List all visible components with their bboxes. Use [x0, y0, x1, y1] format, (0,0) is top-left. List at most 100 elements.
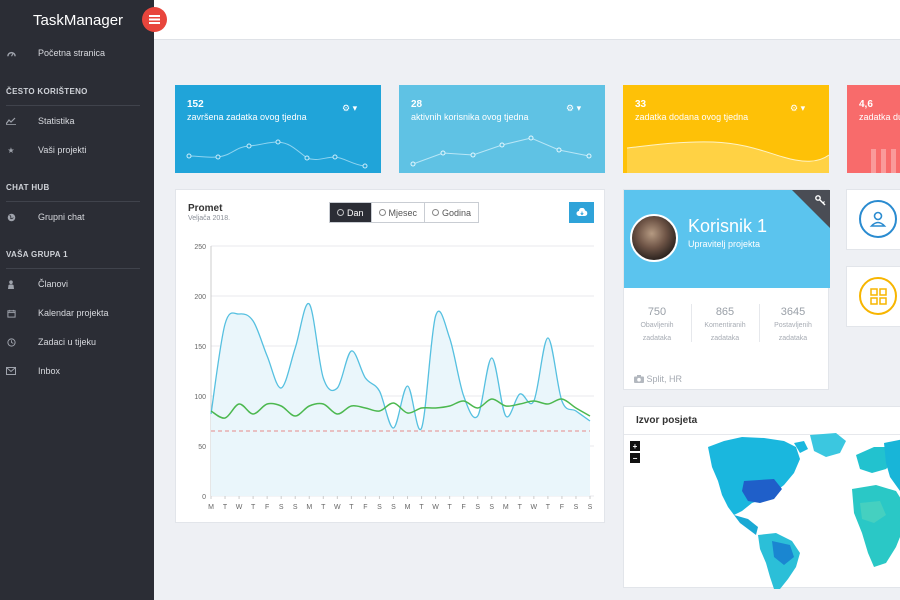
zoom-out-button[interactable]: −	[630, 453, 640, 463]
divider	[759, 304, 760, 342]
sidebar-item-zadaci[interactable]: Zadaci u tijeku	[0, 328, 154, 356]
sidebar-item-inbox[interactable]: Inbox	[0, 357, 154, 385]
traffic-chart: 0 50 100 150 200 250 M T W T F S S M T W T F S S M T W T F S S M T W T…	[194, 244, 594, 511]
profile-name: Korisnik 1	[688, 216, 768, 236]
x-tick-label: M	[306, 504, 312, 511]
zoom-in-button[interactable]: +	[630, 441, 640, 451]
x-tick-label: F	[363, 504, 367, 511]
sidebar-item-clanovi[interactable]: Članovi	[0, 270, 154, 298]
sidebar-section-title: CHAT HUB	[6, 183, 50, 192]
cloud-download-icon	[576, 204, 588, 222]
range-month-button[interactable]: Mjesec	[371, 203, 426, 222]
sidebar-item-projekti[interactable]: ★ Vaši projekti	[0, 136, 154, 164]
x-tick-label: M	[503, 504, 509, 511]
profile-role: Upravitelj projekta	[688, 239, 761, 249]
profile-stat-value: 750	[647, 306, 667, 318]
user-icon	[6, 279, 16, 289]
settings-dropdown[interactable]: ⚙ ▾	[342, 103, 358, 113]
profile-stat-value: 865	[715, 306, 735, 318]
sidebar-item-statistika[interactable]: Statistika	[0, 107, 154, 135]
x-tick-label: M	[405, 504, 411, 511]
apps-widget[interactable]	[846, 266, 900, 327]
cloud-download-button[interactable]	[569, 202, 594, 223]
profile-stat-label: zadataka	[642, 335, 672, 342]
x-tick-label: S	[574, 504, 579, 511]
sidebar-item-chat[interactable]: Grupni chat	[0, 203, 154, 231]
divider	[624, 434, 900, 435]
sidebar-item-label: Inbox	[38, 366, 61, 376]
stat-label: zadatka du	[859, 112, 900, 122]
stat-card-active-users: 28 aktivnih korisnika ovog tjedna ⚙ ▾	[399, 85, 605, 173]
x-tick-label: T	[349, 504, 354, 511]
x-tick-label: W	[531, 504, 538, 511]
series-area	[211, 303, 590, 496]
x-tick-label: S	[377, 504, 382, 511]
x-tick-label: T	[419, 504, 424, 511]
avatar	[630, 214, 678, 262]
radio-icon	[378, 209, 386, 216]
range-year-button[interactable]: Godina	[425, 203, 479, 222]
dashboard-icon	[6, 48, 16, 58]
chart-icon	[6, 116, 16, 126]
sidebar-divider	[6, 201, 140, 202]
x-tick-label: T	[223, 504, 228, 511]
sidebar-item-kalendar[interactable]: Kalendar projekta	[0, 299, 154, 327]
settings-dropdown[interactable]: ⚙ ▾	[790, 103, 806, 113]
divider	[691, 304, 692, 342]
stat-value: 33	[635, 99, 647, 110]
stat-value: 4,6	[859, 99, 873, 110]
gear-icon: ⚙	[342, 103, 351, 113]
sidebar-item-label: Statistika	[38, 116, 75, 126]
panel-title: Izvor posjeta	[636, 415, 698, 426]
envelope-icon	[6, 366, 16, 376]
y-tick-label: 0	[202, 494, 206, 501]
profile-stat: 3645 Postavljenih zadataka	[760, 306, 826, 344]
star-icon: ★	[7, 145, 15, 155]
stat-card-due: 4,6 zadatka du	[847, 85, 900, 173]
x-tick-label: S	[293, 504, 298, 511]
series-line	[210, 303, 591, 431]
globe-icon	[6, 212, 16, 222]
app-title: TaskManager	[33, 11, 124, 29]
stat-label: aktivnih korisnika ovog tjedna	[411, 112, 529, 122]
profile-stat-label: zadataka	[778, 335, 808, 342]
world-map[interactable]	[624, 407, 900, 589]
radio-icon	[432, 209, 440, 216]
x-tick-label: S	[279, 504, 284, 511]
panel-subtitle: Veljača 2018.	[188, 215, 231, 222]
profile-stat-label: Obavljenih	[640, 322, 674, 329]
key-icon[interactable]	[815, 195, 826, 209]
menu-toggle-button[interactable]	[142, 7, 167, 32]
x-tick-label: W	[432, 504, 439, 511]
x-tick-label: T	[518, 504, 523, 511]
range-day-button[interactable]: Dan	[330, 203, 372, 222]
sidebar-item-label: Vaši projekti	[38, 145, 87, 155]
sidebar-item-label: Početna stranica	[38, 48, 106, 58]
sidebar: TaskManager Početna stranica ČESTO KORIŠ…	[0, 0, 154, 600]
sidebar-item-label: Članovi	[38, 279, 69, 289]
x-tick-label: S	[475, 504, 480, 511]
x-tick-label: W	[236, 504, 243, 511]
range-label: Mjesec	[388, 207, 418, 218]
top-bar	[154, 0, 900, 40]
user-icon	[859, 200, 897, 238]
x-tick-label: T	[251, 504, 256, 511]
settings-dropdown[interactable]: ⚙ ▾	[566, 103, 582, 113]
series-line	[210, 398, 591, 419]
profile-stat: 865 Komentiranih zadataka	[692, 306, 758, 344]
x-tick-label: T	[321, 504, 326, 511]
sidebar-item-home[interactable]: Početna stranica	[0, 39, 154, 67]
sparkline	[186, 139, 368, 169]
profile-stat-label: Postavljenih	[774, 322, 812, 329]
x-tick-label: W	[334, 504, 341, 511]
profile-header: Korisnik 1 Upravitelj projekta	[624, 190, 830, 288]
calendar-icon	[6, 308, 16, 318]
stat-card-completed: 152 završena zadatka ovog tjedna ⚙ ▾	[175, 85, 381, 173]
y-tick-label: 50	[198, 444, 206, 451]
traffic-panel: Promet Veljača 2018. Dan Mjesec Godina 0…	[175, 189, 605, 523]
panel-title: Promet	[188, 203, 223, 214]
sidebar-divider	[6, 268, 140, 269]
user-widget[interactable]	[846, 189, 900, 250]
camera-icon	[634, 374, 647, 384]
profile-stat-label: Komentiranih	[704, 322, 746, 329]
